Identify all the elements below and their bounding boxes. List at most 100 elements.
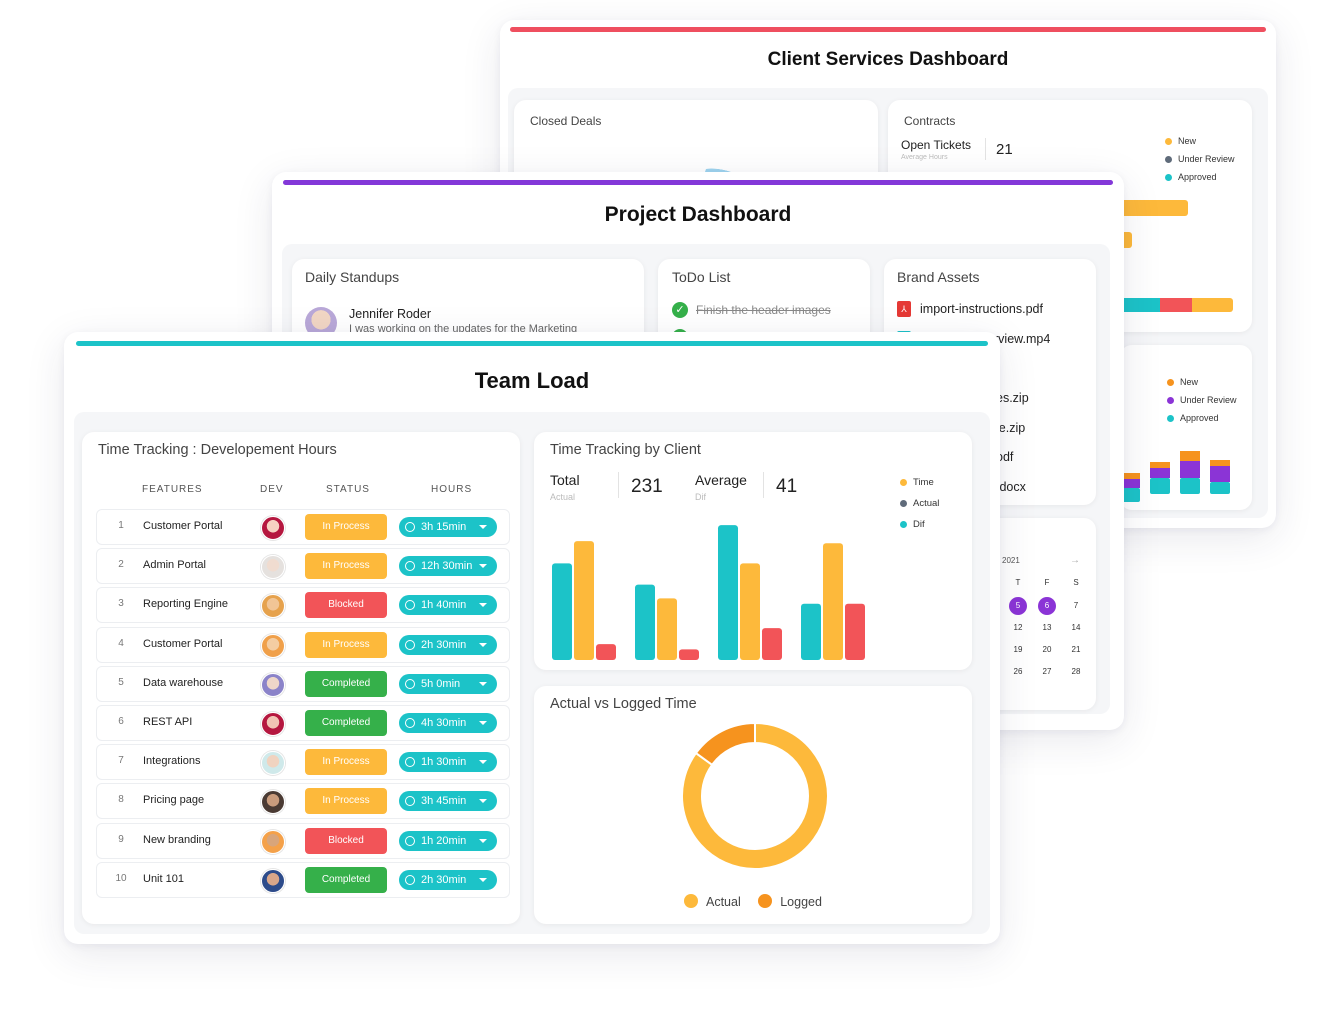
asset-file-2[interactable]: rview.mp4 bbox=[994, 332, 1051, 346]
asset-file-5[interactable]: odf bbox=[996, 450, 1014, 464]
hours-value: 5h 0min bbox=[421, 677, 461, 690]
dev-avatar[interactable] bbox=[261, 516, 285, 540]
status-badge[interactable]: In Process bbox=[305, 553, 387, 580]
project-accent-bar bbox=[283, 180, 1113, 185]
status-badge[interactable]: Completed bbox=[305, 866, 387, 893]
asset-file-4[interactable]: je.zip bbox=[996, 421, 1026, 435]
row-feature: Unit 101 bbox=[143, 872, 184, 885]
table-row[interactable]: 2 Admin Portal In Process 12h 30min bbox=[96, 548, 510, 585]
hours-dropdown[interactable]: 12h 30min bbox=[399, 556, 497, 577]
team-accent-bar bbox=[76, 341, 988, 346]
cal-date-20[interactable]: 20 bbox=[1042, 645, 1052, 654]
asset-file-3[interactable]: es.zip bbox=[996, 391, 1029, 405]
time-tracking-card: Time Tracking : Developement Hours FEATU… bbox=[82, 432, 520, 924]
chevron-down-icon bbox=[479, 799, 487, 804]
hours-dropdown[interactable]: 4h 30min bbox=[399, 713, 497, 733]
status-badge[interactable]: In Process bbox=[305, 631, 387, 658]
row-feature: New branding bbox=[143, 833, 211, 846]
table-row[interactable]: 10 Unit 101 Completed 2h 30min bbox=[96, 861, 510, 898]
table-row[interactable]: 5 Data warehouse Completed 5h 0min bbox=[96, 665, 510, 702]
table-row[interactable]: 6 REST API Completed 4h 30min bbox=[96, 705, 510, 741]
asset-file-6[interactable]: .docx bbox=[996, 480, 1026, 494]
clock-icon bbox=[405, 600, 415, 611]
cal-date-12[interactable]: 12 bbox=[1013, 623, 1023, 632]
average-value: 41 bbox=[776, 476, 798, 497]
status-badge[interactable]: Completed bbox=[305, 710, 387, 736]
chevron-down-icon bbox=[479, 564, 487, 569]
hours-dropdown[interactable]: 1h 30min bbox=[399, 752, 497, 773]
dev-avatar[interactable] bbox=[261, 868, 285, 893]
brand-assets-title: Brand Assets bbox=[897, 269, 980, 285]
dev-header: DEV bbox=[260, 484, 284, 495]
hours-dropdown[interactable]: 2h 30min bbox=[399, 634, 497, 655]
cal-date-21[interactable]: 21 bbox=[1071, 645, 1081, 654]
row-feature: Customer Portal bbox=[143, 637, 223, 650]
todo-list-title: ToDo List bbox=[672, 269, 731, 285]
calendar-month: 2021 bbox=[1002, 556, 1020, 565]
contracts-title: Contracts bbox=[904, 114, 956, 128]
status-badge[interactable]: In Process bbox=[305, 788, 387, 815]
cal-date-14[interactable]: 14 bbox=[1071, 623, 1081, 632]
table-row[interactable]: 7 Integrations In Process 1h 30min bbox=[96, 744, 510, 781]
dev-avatar[interactable] bbox=[261, 672, 285, 697]
table-row[interactable]: 1 Customer Portal In Process 3h 15min bbox=[96, 509, 510, 545]
clock-icon bbox=[405, 796, 415, 807]
dev-avatar[interactable] bbox=[261, 633, 285, 658]
clock-icon bbox=[405, 561, 415, 572]
todo-item-text[interactable]: Finish the header images bbox=[696, 303, 831, 317]
hours-dropdown[interactable]: 1h 40min bbox=[399, 595, 497, 616]
donut-legend: Actual Logged bbox=[684, 894, 822, 909]
time-tracking-title: Time Tracking : Developement Hours bbox=[98, 442, 337, 458]
dev-avatar[interactable] bbox=[261, 594, 285, 619]
second-legend: New Under Review Approved bbox=[1167, 373, 1237, 427]
hours-dropdown[interactable]: 1h 20min bbox=[399, 830, 497, 851]
dev-avatar[interactable] bbox=[261, 790, 285, 815]
cal-date-5[interactable]: 5 bbox=[1009, 597, 1027, 615]
table-row[interactable]: 4 Customer Portal In Process 2h 30min bbox=[96, 626, 510, 663]
cal-date-6[interactable]: 6 bbox=[1038, 597, 1056, 615]
donut-slice-actual bbox=[681, 721, 829, 870]
chevron-down-icon bbox=[479, 681, 487, 686]
clock-icon bbox=[405, 757, 415, 768]
chevron-down-icon bbox=[479, 603, 487, 608]
cal-day-f: F bbox=[1044, 578, 1050, 587]
hours-dropdown[interactable]: 3h 45min bbox=[399, 791, 497, 812]
cal-date-13[interactable]: 13 bbox=[1042, 623, 1052, 632]
actual-vs-logged-card: Actual vs Logged Time Actual Logged bbox=[534, 686, 972, 924]
table-row[interactable]: 3 Reporting Engine Blocked 1h 40min bbox=[96, 587, 510, 624]
hours-dropdown[interactable]: 2h 30min bbox=[399, 869, 497, 890]
calendar-next-icon[interactable]: → bbox=[1070, 555, 1080, 566]
table-row[interactable]: 9 New branding Blocked 1h 20min bbox=[96, 822, 510, 859]
status-badge[interactable]: Completed bbox=[305, 670, 387, 697]
bar-4-2 bbox=[823, 543, 843, 660]
open-tickets-sub: Average Hours bbox=[901, 154, 948, 161]
client-services-title: Client Services Dashboard bbox=[767, 49, 1009, 70]
cal-date-28[interactable]: 28 bbox=[1071, 667, 1081, 676]
status-badge[interactable]: In Process bbox=[305, 514, 387, 540]
hours-dropdown[interactable]: 3h 15min bbox=[399, 517, 497, 537]
status-badge[interactable]: Blocked bbox=[305, 827, 387, 854]
dev-avatar[interactable] bbox=[261, 712, 285, 736]
cal-date-7[interactable]: 7 bbox=[1073, 601, 1079, 610]
by-client-card: Time Tracking by Client Total Actual 231… bbox=[534, 432, 972, 670]
hours-value: 1h 40min bbox=[421, 599, 467, 612]
hours-dropdown[interactable]: 5h 0min bbox=[399, 673, 497, 694]
row-feature: Pricing page bbox=[143, 794, 205, 807]
actual-vs-logged-title: Actual vs Logged Time bbox=[550, 696, 697, 712]
team-load-title: Team Load bbox=[474, 368, 590, 393]
team-load-panel: Team Load Time Tracking : Developement H… bbox=[64, 332, 1000, 944]
dev-avatar[interactable] bbox=[261, 829, 285, 854]
cal-day-t: T bbox=[1015, 578, 1021, 587]
cal-date-19[interactable]: 19 bbox=[1013, 645, 1023, 654]
cal-date-27[interactable]: 27 bbox=[1042, 667, 1052, 676]
cal-date-26[interactable]: 26 bbox=[1013, 667, 1023, 676]
bar-2-3 bbox=[679, 649, 699, 660]
status-badge[interactable]: Blocked bbox=[305, 592, 387, 619]
dev-avatar[interactable] bbox=[261, 555, 285, 580]
dev-avatar[interactable] bbox=[261, 751, 285, 776]
client-services-second-card: New Under Review Approved bbox=[1120, 345, 1252, 510]
table-row[interactable]: 8 Pricing page In Process 3h 45min bbox=[96, 783, 510, 820]
asset-file-1[interactable]: import-instructions.pdf bbox=[920, 302, 1043, 316]
status-badge[interactable]: In Process bbox=[305, 749, 387, 776]
legend-new-dot bbox=[1165, 138, 1172, 146]
